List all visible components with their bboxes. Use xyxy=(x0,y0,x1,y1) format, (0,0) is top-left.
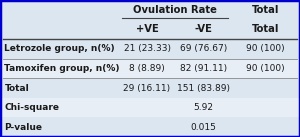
Bar xyxy=(0,39,300,59)
Text: Total: Total xyxy=(252,5,279,15)
Bar xyxy=(0,0,300,20)
Text: -VE: -VE xyxy=(194,24,212,34)
Text: 69 (76.67): 69 (76.67) xyxy=(180,44,227,53)
Text: Total: Total xyxy=(252,24,279,34)
Bar xyxy=(0,59,300,78)
Text: 5.92: 5.92 xyxy=(193,103,213,112)
Text: Tamoxifen group, n(%): Tamoxifen group, n(%) xyxy=(4,64,120,73)
Text: 29 (16.11): 29 (16.11) xyxy=(123,84,171,93)
Text: +VE: +VE xyxy=(136,24,158,34)
Text: 90 (100): 90 (100) xyxy=(246,64,285,73)
Bar xyxy=(0,98,300,117)
Text: 82 (91.11): 82 (91.11) xyxy=(180,64,227,73)
Text: P-value: P-value xyxy=(4,123,43,132)
Text: 21 (23.33): 21 (23.33) xyxy=(124,44,170,53)
Text: Chi-square: Chi-square xyxy=(4,103,59,112)
Bar xyxy=(0,20,300,39)
Text: Ovulation Rate: Ovulation Rate xyxy=(133,5,217,15)
Text: Total: Total xyxy=(4,84,29,93)
Text: Letrozole group, n(%): Letrozole group, n(%) xyxy=(4,44,115,53)
Bar xyxy=(0,117,300,137)
Text: 151 (83.89): 151 (83.89) xyxy=(177,84,230,93)
Text: 8 (8.89): 8 (8.89) xyxy=(129,64,165,73)
Text: 90 (100): 90 (100) xyxy=(246,44,285,53)
Text: 0.015: 0.015 xyxy=(190,123,216,132)
Bar xyxy=(0,78,300,98)
